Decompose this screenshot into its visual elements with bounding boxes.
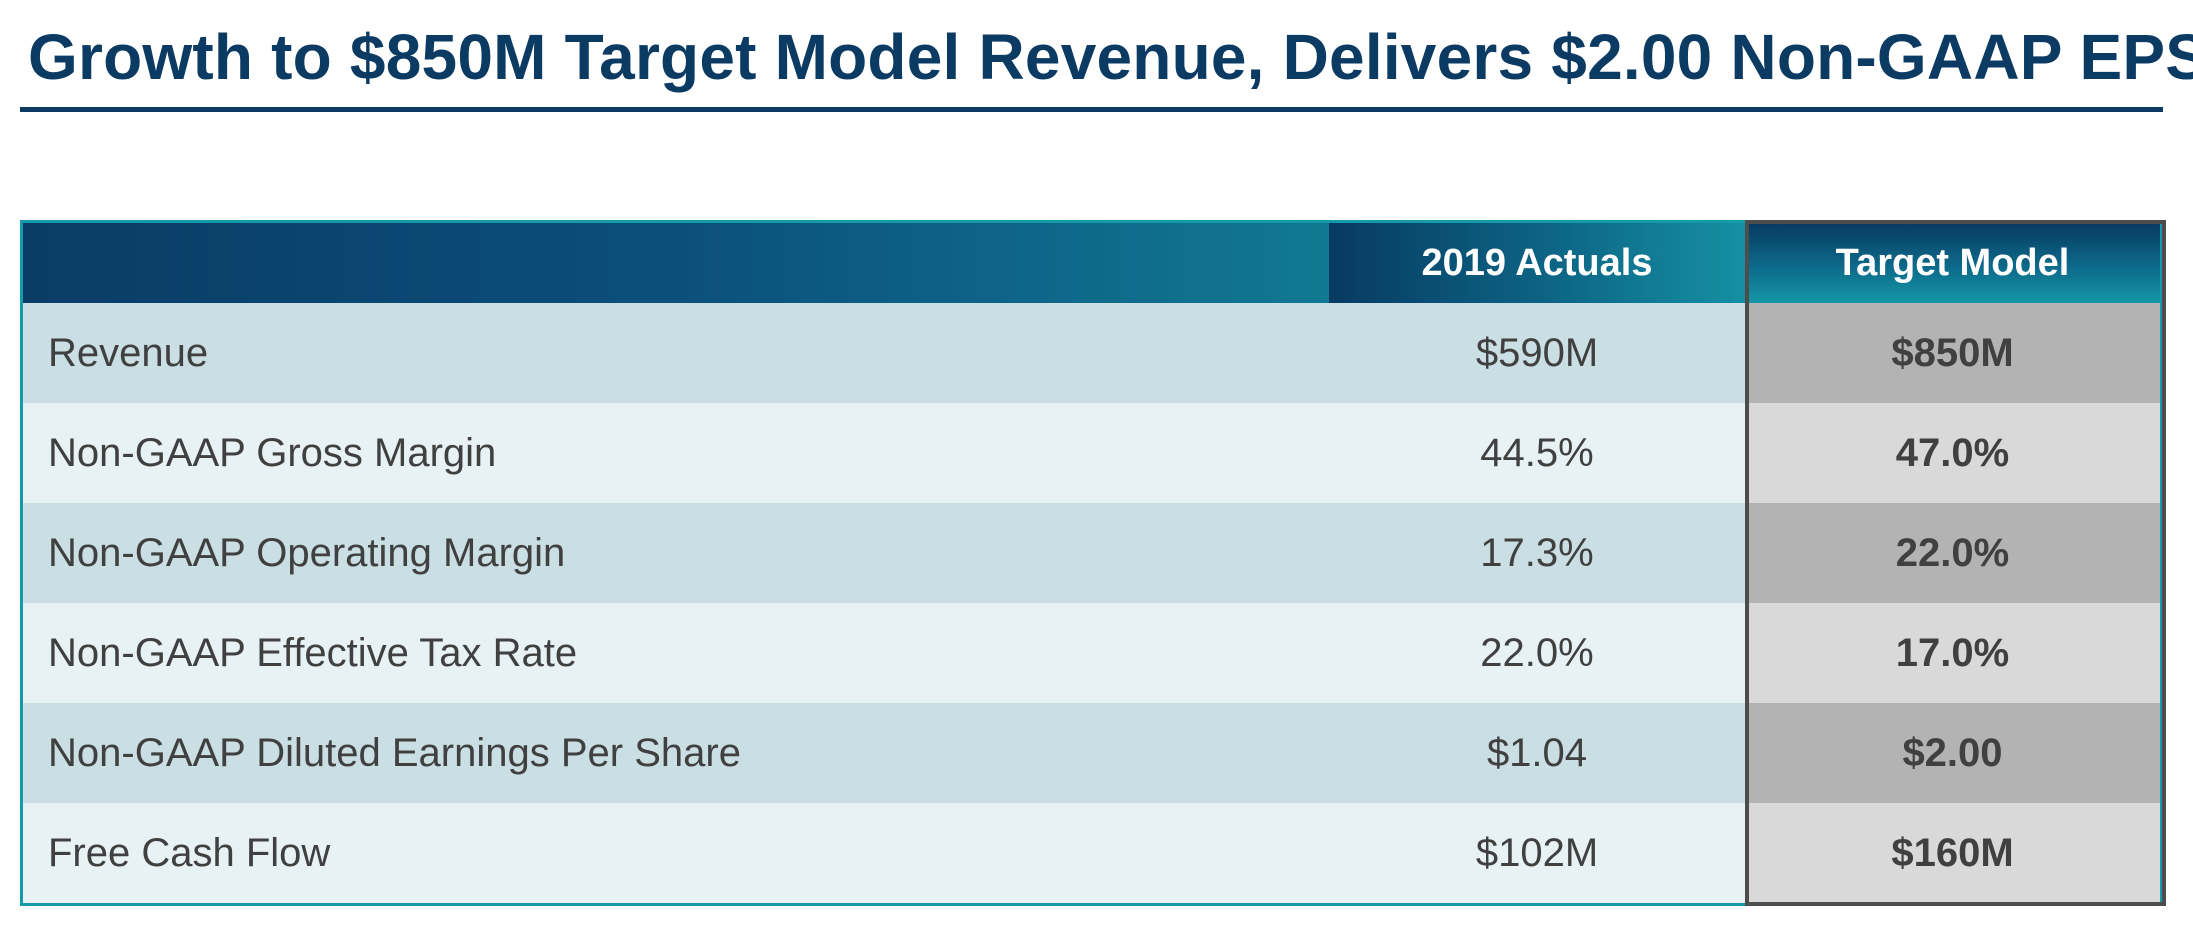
column-header-2019-actuals: 2019 Actuals (1329, 223, 1745, 303)
table-row: Non-GAAP Effective Tax Rate 22.0% 17.0% (23, 603, 2160, 703)
actual-value: 17.3% (1480, 531, 1594, 575)
comparison-table: 2019 Actuals Target Model Revenue $590M … (20, 220, 2166, 906)
target-value: $2.00 (1745, 703, 2160, 803)
actual-value: 44.5% (1480, 431, 1594, 475)
target-value: 22.0% (1745, 503, 2160, 603)
target-value: $160M (1745, 803, 2160, 903)
row-label: Non-GAAP Operating Margin (48, 531, 566, 575)
table-row: Non-GAAP Gross Margin 44.5% 47.0% (23, 403, 2160, 503)
row-label: Non-GAAP Diluted Earnings Per Share (48, 731, 741, 775)
row-label: Free Cash Flow (48, 831, 331, 875)
table-row: Non-GAAP Diluted Earnings Per Share $1.0… (23, 703, 2160, 803)
actual-value: 22.0% (1480, 631, 1594, 675)
row-label: Non-GAAP Gross Margin (48, 431, 497, 475)
table-row: Free Cash Flow $102M $160M (23, 803, 2160, 903)
actual-value: $590M (1475, 331, 1599, 375)
target-value: $850M (1745, 303, 2160, 403)
table-header-row: 2019 Actuals Target Model (23, 223, 2160, 303)
target-value: 47.0% (1745, 403, 2160, 503)
table-row: Non-GAAP Operating Margin 17.3% 22.0% (23, 503, 2160, 603)
row-label: Non-GAAP Effective Tax Rate (48, 631, 578, 675)
table-row: Revenue $590M $850M (23, 303, 2160, 403)
actual-value: $102M (1475, 831, 1599, 875)
actual-value: $1.04 (1486, 731, 1588, 775)
page-title: Growth to $850M Target Model Revenue, De… (28, 21, 2193, 93)
column-header-target-model: Target Model (1745, 223, 2160, 303)
row-label: Revenue (48, 331, 209, 375)
title-underline (20, 107, 2163, 112)
target-value: 17.0% (1745, 603, 2160, 703)
